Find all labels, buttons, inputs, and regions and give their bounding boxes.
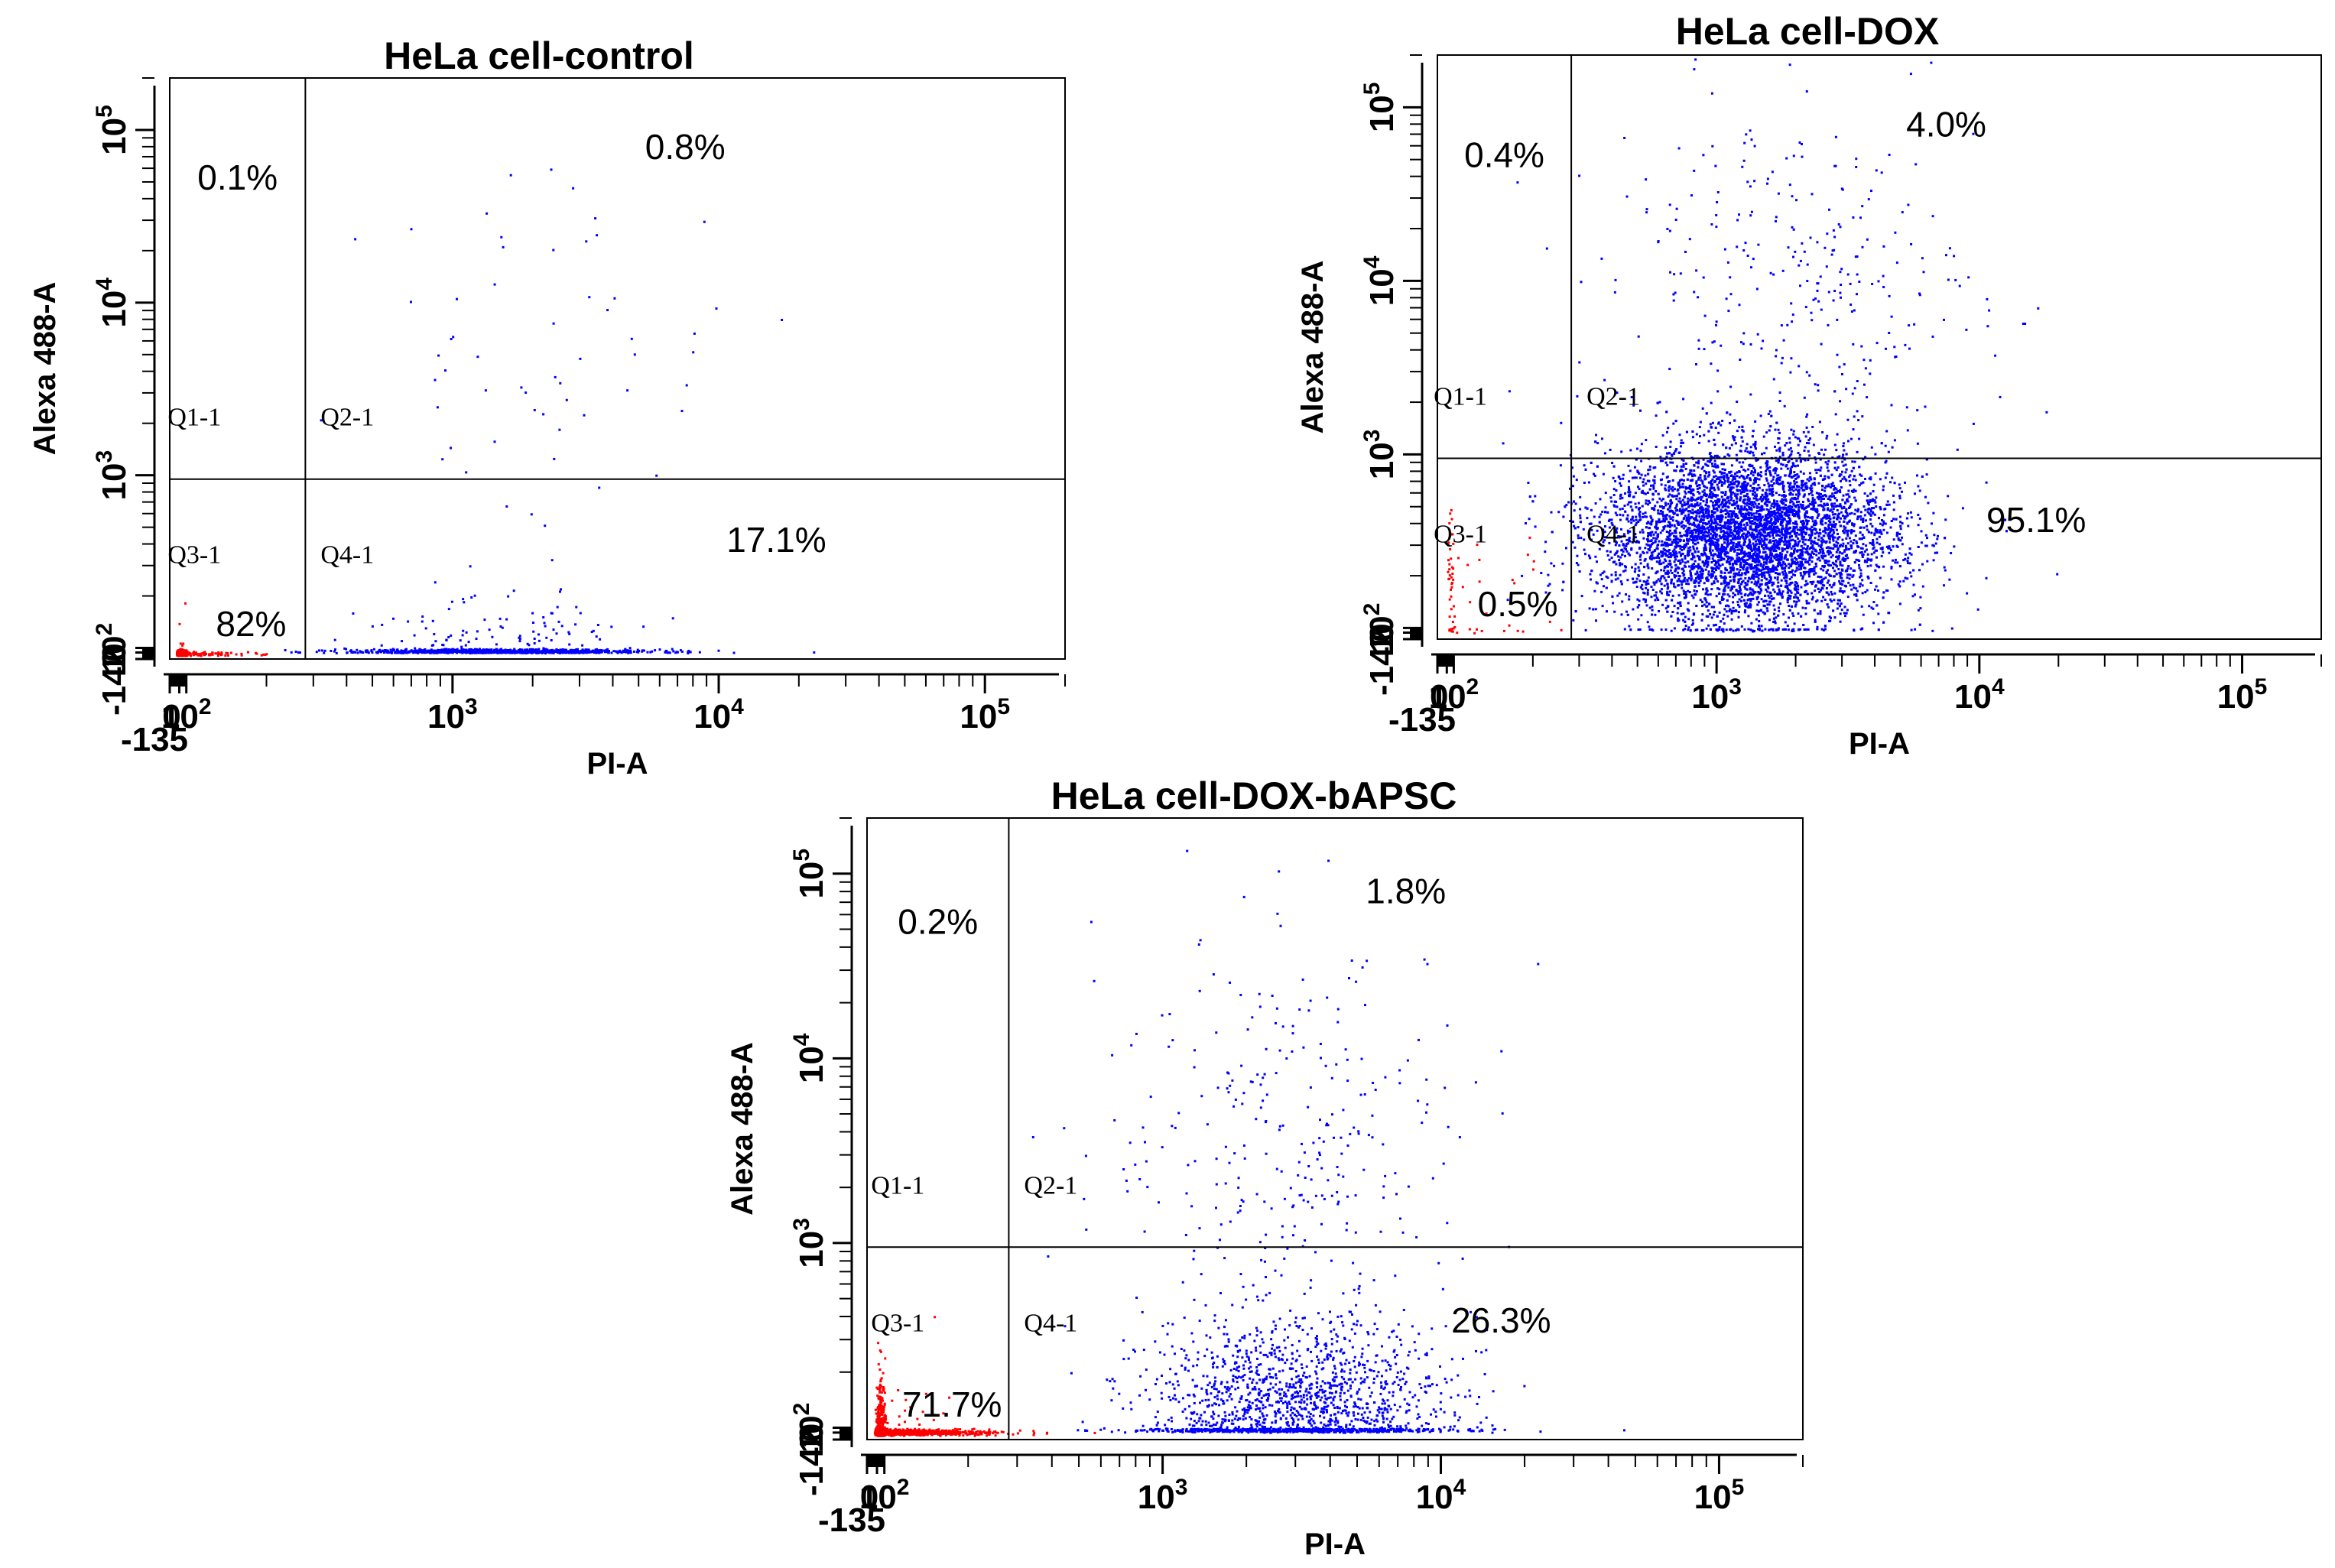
data-point — [190, 654, 193, 657]
data-point — [226, 651, 229, 654]
chart-title: HeLa cell-control — [384, 34, 694, 77]
scatter-points — [175, 168, 816, 657]
data-point — [208, 654, 211, 657]
data-point — [179, 642, 182, 645]
plot-frame — [169, 77, 1066, 660]
data-point — [260, 654, 263, 657]
population-live — [175, 602, 268, 657]
data-point — [229, 651, 232, 654]
data-point — [216, 654, 219, 657]
data-point — [184, 602, 187, 605]
data-point — [240, 654, 243, 657]
data-point — [199, 654, 202, 657]
data-point — [255, 652, 258, 655]
data-point — [224, 654, 227, 657]
data-point — [247, 651, 249, 654]
data-point — [262, 653, 265, 656]
data-point — [182, 642, 185, 645]
data-point — [210, 652, 213, 655]
data-point — [240, 652, 243, 655]
data-point — [226, 654, 229, 657]
data-point — [235, 653, 238, 656]
data-point — [214, 652, 217, 655]
data-point — [181, 644, 184, 647]
data-point — [178, 622, 181, 625]
data-point — [217, 652, 220, 655]
data-point — [203, 654, 206, 657]
data-point — [217, 651, 220, 654]
